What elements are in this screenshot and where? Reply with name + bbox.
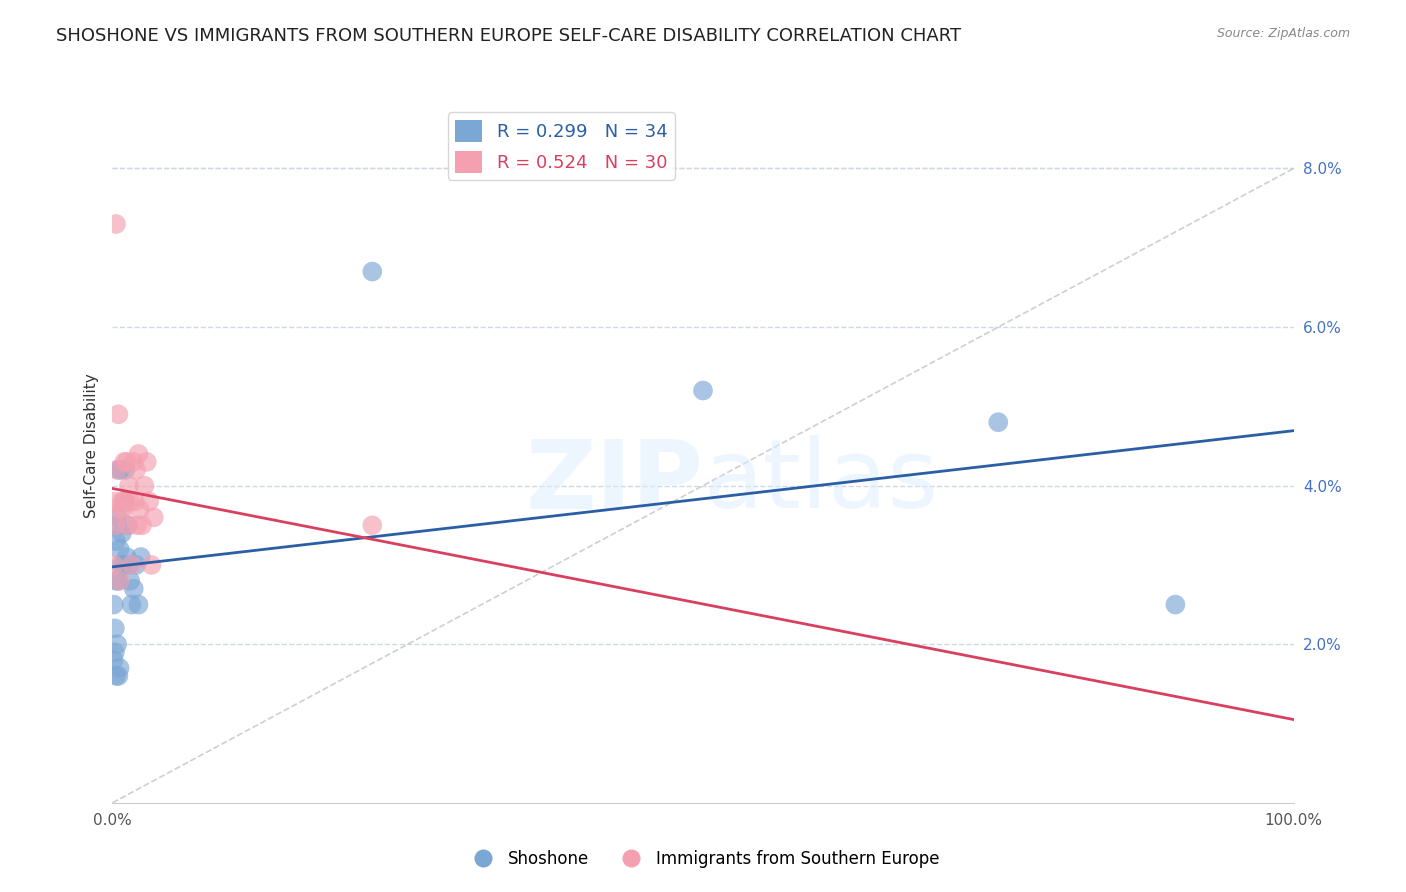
Immigrants from Southern Europe xyxy=(105,217,128,231)
Shoshone xyxy=(125,558,148,572)
Shoshone xyxy=(107,463,129,477)
Immigrants from Southern Europe xyxy=(112,502,135,516)
Immigrants from Southern Europe xyxy=(127,447,149,461)
Shoshone xyxy=(361,264,384,278)
Immigrants from Southern Europe xyxy=(135,455,157,469)
Shoshone xyxy=(112,494,135,508)
Immigrants from Southern Europe xyxy=(134,478,156,492)
Shoshone xyxy=(112,558,135,572)
Shoshone xyxy=(108,542,131,557)
Immigrants from Southern Europe xyxy=(114,494,136,508)
Immigrants from Southern Europe xyxy=(112,455,135,469)
Y-axis label: Self-Care Disability: Self-Care Disability xyxy=(83,374,98,518)
Immigrants from Southern Europe xyxy=(115,455,138,469)
Shoshone xyxy=(110,558,132,572)
Immigrants from Southern Europe xyxy=(120,494,142,508)
Immigrants from Southern Europe xyxy=(125,463,148,477)
Shoshone xyxy=(105,574,128,588)
Text: Source: ZipAtlas.com: Source: ZipAtlas.com xyxy=(1216,27,1350,40)
Immigrants from Southern Europe xyxy=(108,574,131,588)
Shoshone xyxy=(692,384,714,398)
Shoshone xyxy=(987,415,1010,429)
Shoshone xyxy=(1164,598,1187,612)
Shoshone xyxy=(114,463,136,477)
Shoshone xyxy=(108,661,131,675)
Text: SHOSHONE VS IMMIGRANTS FROM SOUTHERN EUROPE SELF-CARE DISABILITY CORRELATION CHA: SHOSHONE VS IMMIGRANTS FROM SOUTHERN EUR… xyxy=(56,27,962,45)
Shoshone xyxy=(117,518,139,533)
Legend: Shoshone, Immigrants from Southern Europe: Shoshone, Immigrants from Southern Europ… xyxy=(460,844,946,875)
Shoshone xyxy=(107,669,129,683)
Shoshone xyxy=(127,598,149,612)
Immigrants from Southern Europe xyxy=(105,463,128,477)
Shoshone xyxy=(103,653,125,667)
Shoshone xyxy=(120,598,142,612)
Shoshone xyxy=(107,574,129,588)
Immigrants from Southern Europe xyxy=(124,494,146,508)
Shoshone xyxy=(110,463,132,477)
Immigrants from Southern Europe xyxy=(128,502,150,516)
Immigrants from Southern Europe xyxy=(110,502,132,516)
Shoshone xyxy=(104,621,127,635)
Shoshone xyxy=(129,549,152,564)
Immigrants from Southern Europe xyxy=(117,518,139,533)
Immigrants from Southern Europe xyxy=(103,558,125,572)
Immigrants from Southern Europe xyxy=(111,494,134,508)
Immigrants from Southern Europe xyxy=(361,518,384,533)
Immigrants from Southern Europe xyxy=(120,558,142,572)
Immigrants from Southern Europe xyxy=(118,478,141,492)
Shoshone xyxy=(105,518,128,533)
Shoshone xyxy=(118,558,141,572)
Immigrants from Southern Europe xyxy=(138,494,160,508)
Shoshone xyxy=(105,637,128,651)
Shoshone xyxy=(111,526,134,541)
Shoshone xyxy=(120,574,142,588)
Immigrants from Southern Europe xyxy=(105,518,128,533)
Shoshone xyxy=(115,549,138,564)
Shoshone xyxy=(103,598,125,612)
Shoshone xyxy=(105,669,128,683)
Shoshone xyxy=(122,582,145,596)
Immigrants from Southern Europe xyxy=(122,455,145,469)
Immigrants from Southern Europe xyxy=(142,510,165,524)
Shoshone xyxy=(105,534,128,549)
Text: atlas: atlas xyxy=(703,435,938,528)
Immigrants from Southern Europe xyxy=(104,494,127,508)
Immigrants from Southern Europe xyxy=(141,558,163,572)
Legend: R = 0.299   N = 34, R = 0.524   N = 30: R = 0.299 N = 34, R = 0.524 N = 30 xyxy=(449,112,675,180)
Text: ZIP: ZIP xyxy=(524,435,703,528)
Shoshone xyxy=(105,510,128,524)
Immigrants from Southern Europe xyxy=(107,407,129,421)
Immigrants from Southern Europe xyxy=(131,518,153,533)
Shoshone xyxy=(104,645,127,659)
Immigrants from Southern Europe xyxy=(127,518,149,533)
